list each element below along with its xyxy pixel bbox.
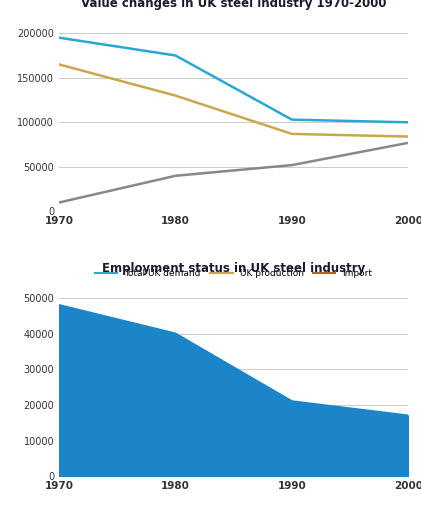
Title: Employment status in UK steel industry: Employment status in UK steel industry <box>102 262 365 275</box>
Title: Value changes in UK steel industry 1970-2000: Value changes in UK steel industry 1970-… <box>81 0 386 10</box>
Legend: Total UK demand, UK production, Import: Total UK demand, UK production, Import <box>91 265 376 282</box>
